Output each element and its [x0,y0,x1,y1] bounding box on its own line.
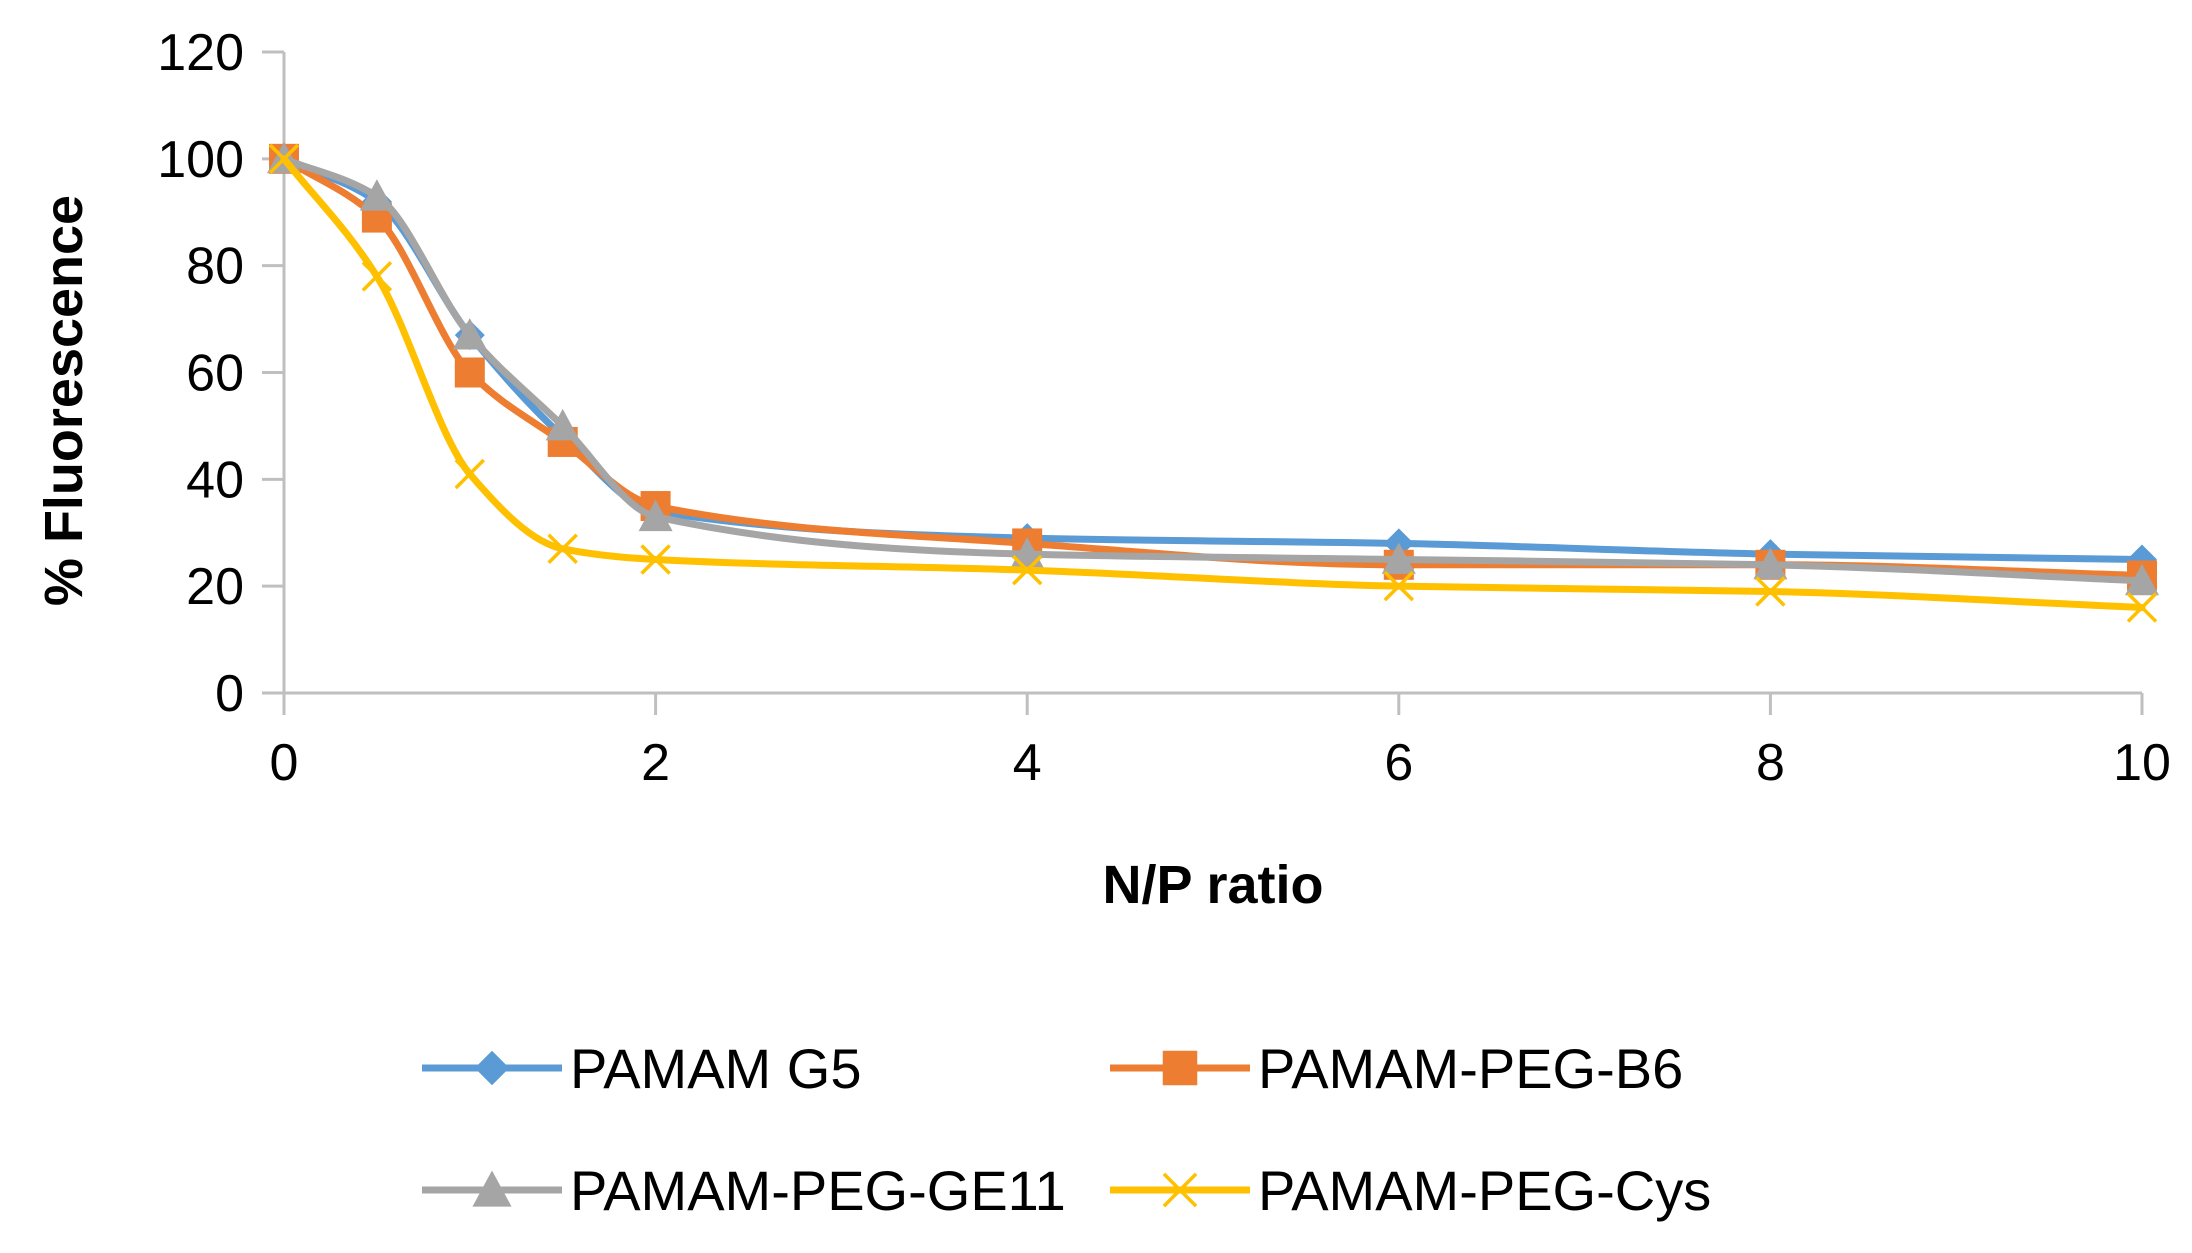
series-group [267,141,2159,623]
data-point [1011,554,1043,586]
data-point [547,533,578,565]
legend-entry: PAMAM-PEG-B6 [1110,1037,1683,1100]
x-tick-label: 0 [270,734,299,792]
legend-marker [472,1170,512,1207]
data-point [1755,576,1786,607]
series-pamam-g5 [269,143,2157,575]
data-point [545,408,580,441]
legend-label: PAMAM-PEG-GE11 [570,1159,1066,1222]
x-tick-label: 8 [1756,734,1785,792]
series-line [280,155,2146,585]
legend-label: PAMAM-PEG-Cys [1258,1159,1711,1222]
legend-label: PAMAM G5 [570,1037,861,1100]
x-tick-label: 2 [641,734,670,792]
data-point [454,357,485,388]
y-tick-label: 0 [215,665,244,723]
legend-marker [474,1050,510,1086]
data-point [452,318,487,350]
x-axis-title: N/P ratio [1102,855,1323,915]
y-tick-label: 60 [186,345,244,403]
legend-entry: PAMAM-PEG-Cys [1110,1159,1711,1222]
data-point [640,544,671,575]
data-point [1381,542,1416,574]
legend-label: PAMAM-PEG-B6 [1258,1037,1683,1100]
y-tick-label: 80 [186,238,244,296]
series-line [280,155,2146,579]
axes: 0 20 40 60 80 100 120 0 2 4 6 8 10 [157,24,2171,792]
data-point [361,261,393,292]
y-tick-label: 20 [186,558,244,616]
y-tick-label: 120 [157,24,244,82]
x-tick-label: 4 [1013,734,1042,792]
series-pamam-peg-cys [268,143,2158,623]
series-pamam-peg-b6 [269,143,2157,591]
data-point [638,499,673,532]
data-point [359,179,394,211]
data-point [268,143,300,175]
y-tick-label: 100 [157,131,244,189]
data-point [2126,592,2158,623]
data-point [454,458,486,490]
y-tick-label: 40 [186,451,244,509]
series-pamam-peg-ge11 [267,141,2159,596]
data-point [1383,570,1415,602]
legend-marker [1162,1172,1198,1208]
legend-marker [1162,1050,1198,1086]
legend-entry: PAMAM G5 [422,1037,861,1100]
series-line [280,155,2146,563]
x-tick-label: 10 [2113,734,2171,792]
data-point [2125,563,2159,596]
y-axis-title: % Fluorescence [34,195,94,606]
x-tick-label: 6 [1384,734,1413,792]
legend-entry: PAMAM-PEG-GE11 [422,1159,1066,1222]
legend: PAMAM G5 PAMAM-PEG-B6 PAMAM-PEG-GE11 PAMAM-… [422,1037,1711,1222]
data-point [1753,547,1788,580]
series-line [280,155,2146,612]
